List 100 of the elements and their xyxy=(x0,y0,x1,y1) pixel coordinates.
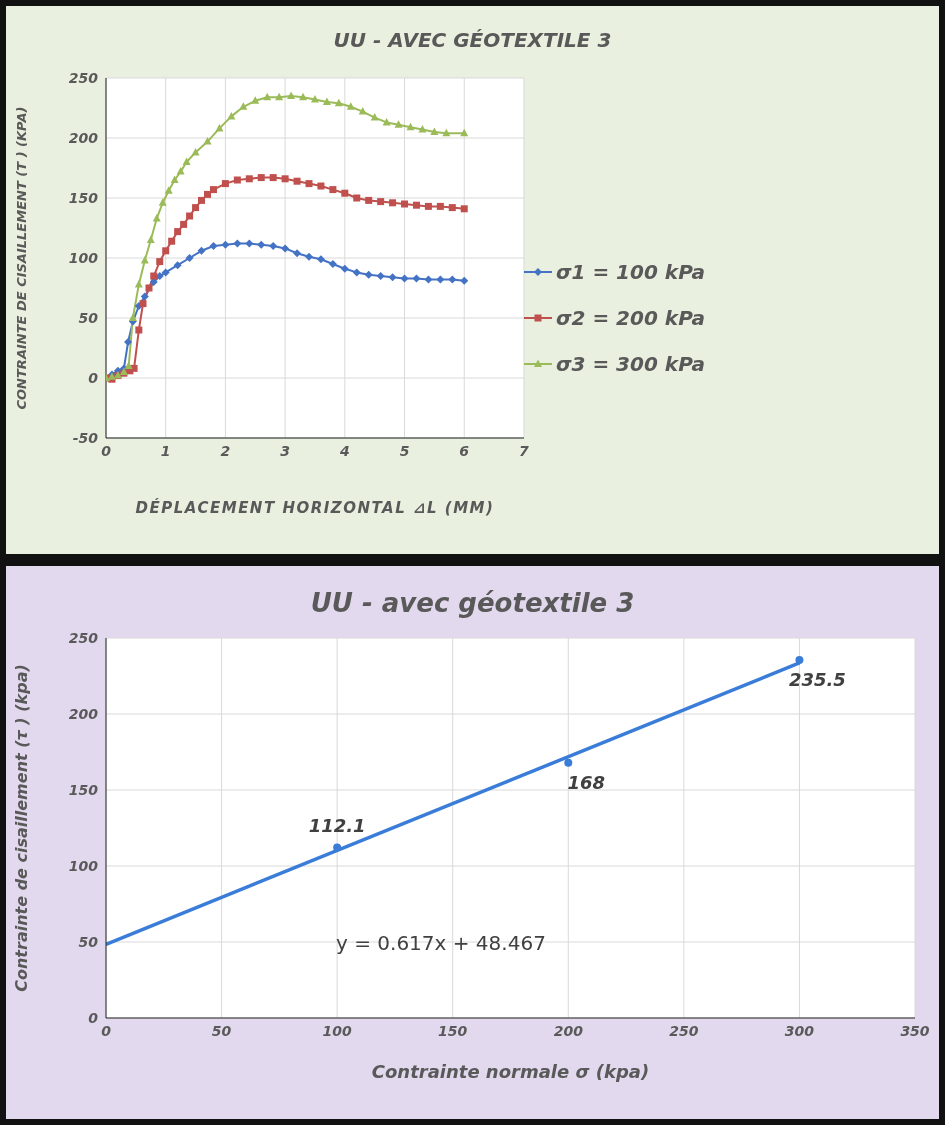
legend-label: σ3 = 300 kPa xyxy=(555,352,705,376)
point xyxy=(221,240,230,249)
x-tick-label: 3 xyxy=(280,442,290,459)
point xyxy=(394,120,403,128)
point xyxy=(176,167,185,175)
point xyxy=(460,205,468,213)
point xyxy=(322,97,331,105)
point xyxy=(221,180,229,188)
x-tick-label: 2 xyxy=(220,442,231,459)
point xyxy=(442,128,451,137)
point xyxy=(168,237,176,245)
y-tick-label: 250 xyxy=(68,629,99,646)
point xyxy=(182,157,191,165)
x-tick-label: 150 xyxy=(438,1022,468,1039)
point xyxy=(263,92,272,101)
point xyxy=(334,98,343,107)
y-tick-label: 100 xyxy=(68,857,99,874)
point xyxy=(293,249,302,258)
point xyxy=(448,275,457,284)
point xyxy=(317,182,325,190)
y-tick-label: 50 xyxy=(78,933,99,950)
point xyxy=(352,268,361,277)
data-label: 168 xyxy=(567,771,606,793)
point xyxy=(400,274,409,283)
y-tick-label: 150 xyxy=(68,189,99,206)
point xyxy=(174,228,182,236)
y-tick-label: 250 xyxy=(68,69,99,86)
point xyxy=(370,113,379,121)
point xyxy=(186,212,194,220)
point xyxy=(158,198,167,206)
point xyxy=(162,247,170,255)
point xyxy=(204,190,211,198)
data-label: 112.1 xyxy=(308,814,366,836)
point xyxy=(287,91,296,99)
point xyxy=(140,255,149,264)
x-tick-label: 4 xyxy=(338,442,350,459)
point xyxy=(239,102,248,110)
point xyxy=(192,204,200,212)
x-tick-label: 0 xyxy=(101,442,112,459)
legend-label: σ2 = 200 kPa xyxy=(555,306,705,330)
x-axis-title: DÉPLACEMENT HORIZONTAL ⊿L (MM) xyxy=(135,498,495,517)
y-tick-label: 50 xyxy=(78,309,99,326)
point xyxy=(412,201,420,209)
point xyxy=(209,186,217,194)
x-tick-label: 50 xyxy=(211,1022,232,1039)
point xyxy=(333,843,342,852)
point xyxy=(180,220,188,228)
x-tick-label: 300 xyxy=(784,1022,815,1039)
point xyxy=(275,92,284,101)
point xyxy=(139,300,147,308)
point xyxy=(430,127,439,135)
point xyxy=(293,177,301,185)
y-axis-title: Contrainte de cisaillement (τ ) (kpa) xyxy=(11,664,31,992)
point xyxy=(269,174,277,182)
point xyxy=(353,194,361,202)
chart-title: UU - AVEC GÉOTEXTILE 3 xyxy=(332,27,613,54)
point xyxy=(124,338,133,346)
point xyxy=(316,255,325,264)
point xyxy=(418,125,427,133)
point xyxy=(364,270,373,279)
point xyxy=(134,279,143,288)
point xyxy=(130,364,138,372)
point xyxy=(424,202,432,210)
x-tick-label: 0 xyxy=(101,1022,112,1039)
point xyxy=(170,175,179,183)
x-tick-label: 350 xyxy=(900,1022,930,1039)
point xyxy=(305,180,313,188)
x-axis-title: Contrainte normale σ (kpa) xyxy=(371,1061,650,1082)
point xyxy=(140,292,149,301)
point xyxy=(257,240,266,249)
point xyxy=(341,189,349,197)
point xyxy=(161,268,170,277)
annotation: y = 0.617x + 48.467 xyxy=(336,931,546,955)
point xyxy=(564,758,573,767)
point xyxy=(376,272,385,280)
point xyxy=(145,284,153,292)
point xyxy=(257,174,265,182)
x-tick-label: 250 xyxy=(669,1022,699,1039)
y-tick-label: 200 xyxy=(68,705,99,722)
point xyxy=(436,202,444,210)
x-tick-label: 6 xyxy=(459,442,470,459)
point xyxy=(269,242,278,250)
point xyxy=(401,200,409,208)
point xyxy=(329,186,337,194)
y-tick-label: 0 xyxy=(88,369,99,386)
y-tick-label: 100 xyxy=(68,249,99,266)
x-tick-label: 5 xyxy=(399,442,410,459)
point xyxy=(164,186,173,194)
point xyxy=(245,239,254,248)
point xyxy=(436,275,445,284)
point xyxy=(251,96,260,104)
point xyxy=(305,252,313,261)
point xyxy=(340,264,349,273)
point xyxy=(382,117,391,126)
y-tick-label: -50 xyxy=(72,429,99,446)
y-tick-label: 150 xyxy=(68,781,99,798)
point xyxy=(424,275,433,284)
point xyxy=(406,122,415,131)
point xyxy=(227,111,236,120)
point xyxy=(197,246,206,255)
